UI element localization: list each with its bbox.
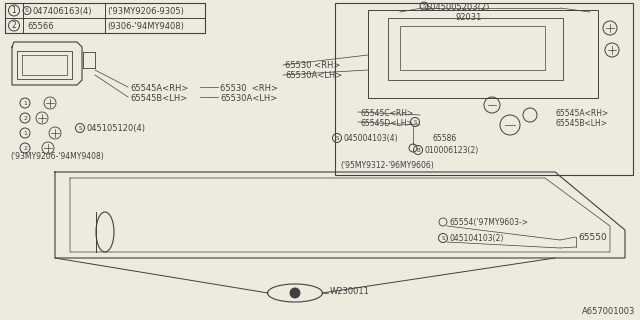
Text: S: S <box>78 125 82 131</box>
Text: 045105120(4): 045105120(4) <box>86 124 145 133</box>
Text: 2: 2 <box>23 116 27 121</box>
Bar <box>5 3 205 33</box>
Text: S045005203(2): S045005203(2) <box>425 3 490 12</box>
Text: 65545A<RH>: 65545A<RH> <box>130 84 188 93</box>
Text: 65550: 65550 <box>578 233 607 242</box>
Text: 045104103(2): 045104103(2) <box>449 234 504 243</box>
Text: A657001003: A657001003 <box>582 307 635 316</box>
Text: 65530A<LH>: 65530A<LH> <box>285 71 342 80</box>
Text: 1: 1 <box>12 6 17 15</box>
Text: 1: 1 <box>23 131 27 135</box>
Text: 65545A<RH>: 65545A<RH> <box>556 109 609 118</box>
Text: ('93MY9206-9305): ('93MY9206-9305) <box>107 7 184 16</box>
Bar <box>335 3 633 175</box>
Text: 65545B<LH>: 65545B<LH> <box>556 119 608 128</box>
Text: 65586: 65586 <box>432 134 456 143</box>
Text: ('93MY9206-'94MY9408): ('93MY9206-'94MY9408) <box>10 152 104 161</box>
Text: 65545D<LH>: 65545D<LH> <box>360 119 413 128</box>
Text: 65530 <RH>: 65530 <RH> <box>285 61 340 70</box>
Text: 2: 2 <box>23 146 27 150</box>
Text: (9306-'94MY9408): (9306-'94MY9408) <box>107 22 184 31</box>
Text: B: B <box>416 148 420 153</box>
Text: S: S <box>413 119 417 124</box>
Text: 65530A<LH>: 65530A<LH> <box>220 94 277 103</box>
Text: 65545C<RH>: 65545C<RH> <box>360 109 413 118</box>
Text: 047406163(4): 047406163(4) <box>32 7 92 16</box>
Circle shape <box>290 288 300 298</box>
Text: S: S <box>335 135 339 140</box>
Text: S: S <box>441 236 445 241</box>
Text: W230011: W230011 <box>330 286 370 295</box>
Text: 010006123(2): 010006123(2) <box>424 146 478 155</box>
Text: ('95MY9312-'96MY9606): ('95MY9312-'96MY9606) <box>340 161 434 170</box>
Text: S: S <box>422 4 426 9</box>
Text: 65566: 65566 <box>27 22 54 31</box>
Text: S: S <box>25 8 29 13</box>
Text: 65554('97MY9603->: 65554('97MY9603-> <box>449 218 528 227</box>
Bar <box>388 18 563 80</box>
Text: 1: 1 <box>23 100 27 106</box>
Text: 65545B<LH>: 65545B<LH> <box>130 94 188 103</box>
Text: 65530  <RH>: 65530 <RH> <box>220 84 278 93</box>
Bar <box>400 26 545 70</box>
Text: 2: 2 <box>12 21 17 30</box>
Bar <box>368 10 598 98</box>
Text: 92031: 92031 <box>455 13 481 22</box>
Text: 045004103(4): 045004103(4) <box>343 134 397 143</box>
